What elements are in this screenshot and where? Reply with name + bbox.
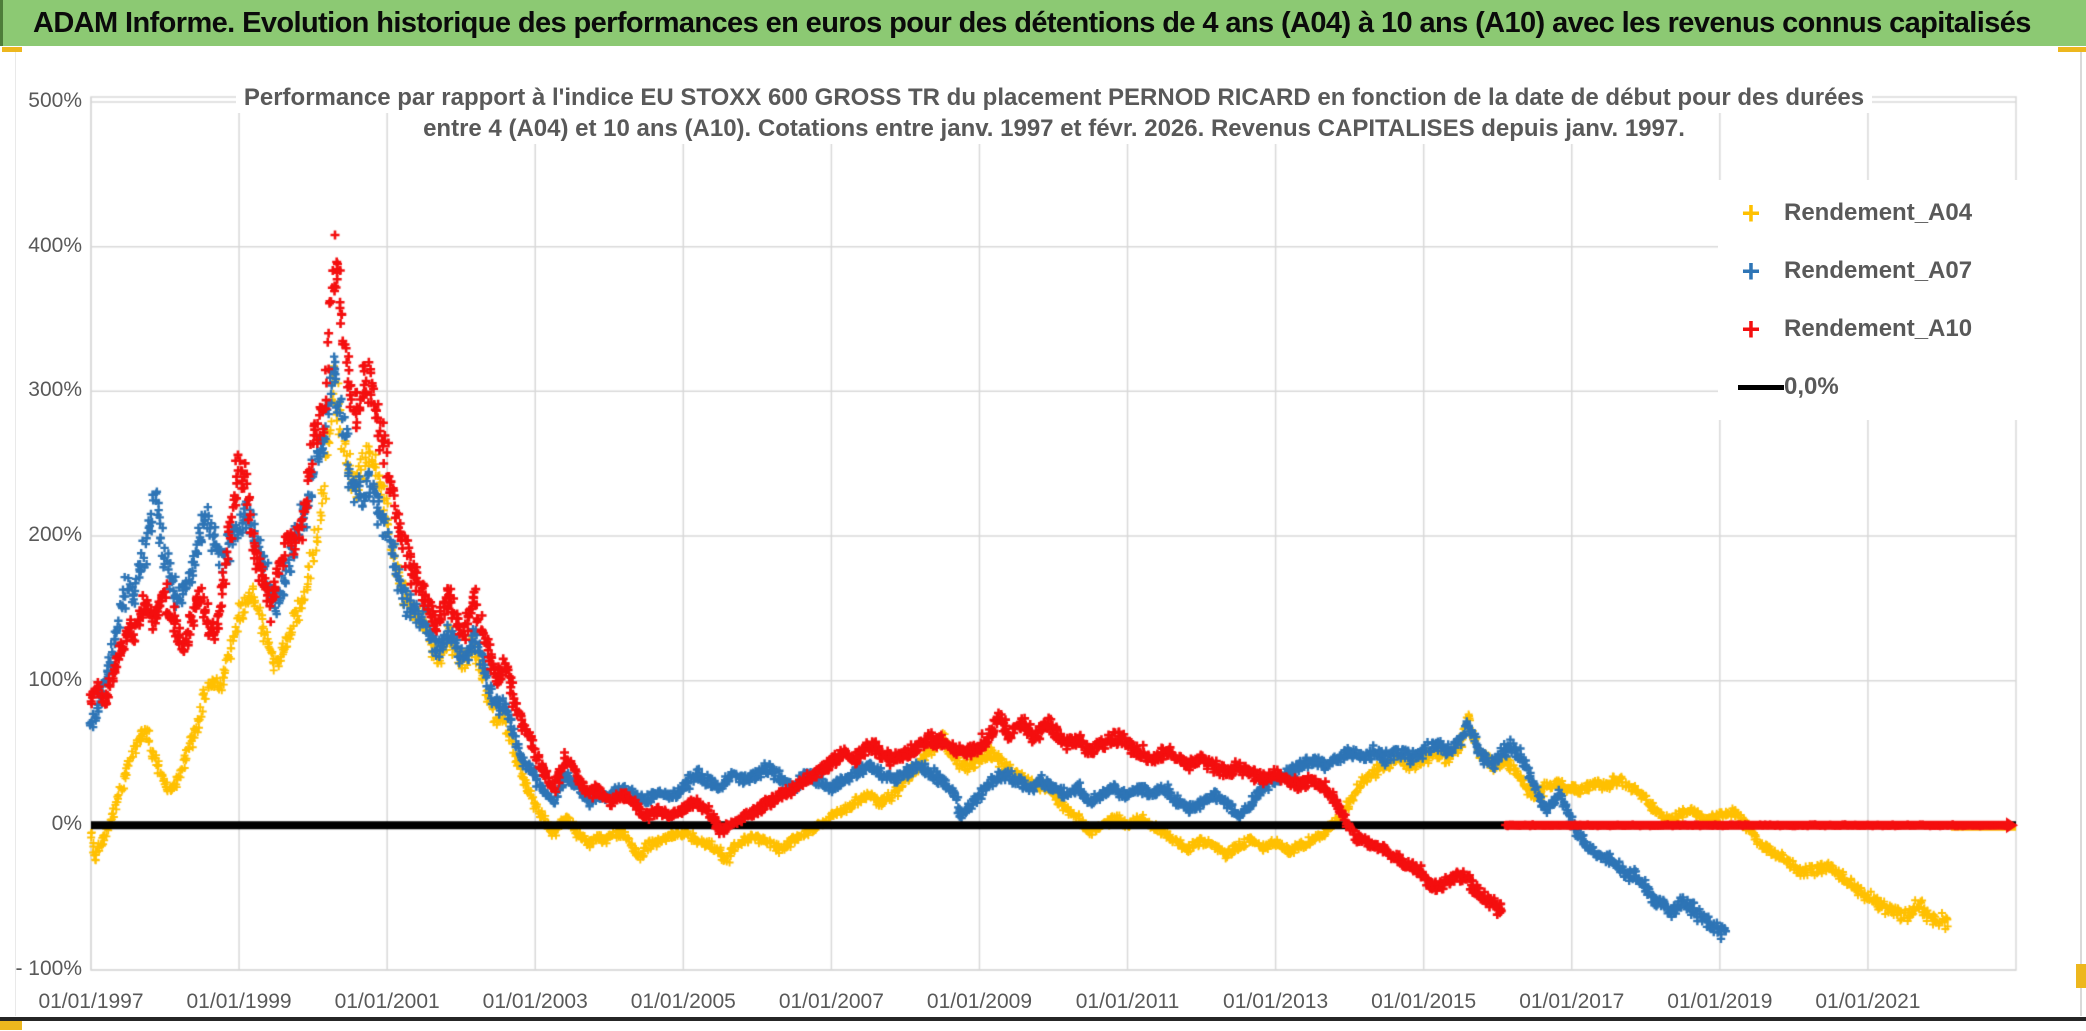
black-line-icon: [1738, 384, 1784, 390]
gold-accent-top-left: [2, 47, 22, 52]
x-axis-tick-label: 01/01/1999: [186, 990, 292, 1013]
legend-item-rendement-a04: + Rendement_A04: [1718, 184, 2018, 242]
window-border-left: [15, 52, 16, 1016]
legend-label: 0,0%: [1784, 373, 1839, 400]
x-axis-tick-label: 01/01/2001: [334, 990, 440, 1013]
legend-item-zero-line: 0,0%: [1718, 358, 2018, 416]
x-axis-tick-label: 01/01/2003: [482, 990, 588, 1013]
x-axis-tick-label: 01/01/2019: [1667, 990, 1773, 1013]
y-axis-tick-label: - 100%: [15, 957, 82, 980]
window-title-bar: ADAM Informe. Evolution historique des p…: [0, 0, 2086, 46]
legend-item-rendement-a10: + Rendement_A10: [1718, 300, 2018, 358]
x-axis-tick-label: 01/01/2021: [1815, 990, 1921, 1013]
chart-subtitle-line-1: Performance par rapport à l'indice EU ST…: [235, 82, 1873, 113]
chart-subtitle: Performance par rapport à l'indice EU ST…: [92, 82, 2016, 144]
y-axis-tick-label: 0%: [51, 812, 82, 836]
gold-accent-right-edge: [2076, 964, 2086, 988]
x-axis-tick-label: 01/01/2013: [1223, 990, 1329, 1013]
x-axis-tick-label: 01/01/2005: [630, 990, 736, 1013]
legend-label: Rendement_A10: [1784, 315, 1973, 342]
plus-marker-icon: +: [1741, 311, 1761, 347]
y-axis-tick-label: 300%: [28, 378, 82, 402]
chart-subtitle-line-2: entre 4 (A04) et 10 ans (A10). Cotations…: [415, 113, 1693, 144]
x-axis-tick-label: 01/01/2007: [778, 990, 884, 1013]
x-axis-tick-label: 01/01/2017: [1519, 990, 1625, 1013]
gold-accent-top-right: [2058, 47, 2086, 52]
x-axis-tick-label: 01/01/1997: [38, 990, 144, 1013]
window-border-right: [2080, 52, 2082, 1016]
legend-item-rendement-a07: + Rendement_A07: [1718, 242, 2018, 300]
page-title: ADAM Informe. Evolution historique des p…: [33, 6, 2031, 39]
y-axis-tick-label: 100%: [28, 667, 82, 691]
legend-label: Rendement_A07: [1784, 257, 1973, 284]
x-axis-tick-label: 01/01/2009: [926, 990, 1032, 1013]
window-border-bottom: [0, 1017, 2086, 1021]
legend-label: Rendement_A04: [1784, 199, 1973, 226]
chart-legend: + Rendement_A04 + Rendement_A07 + Rendem…: [1718, 180, 2018, 420]
gold-accent-bottom-left: [0, 1021, 22, 1030]
y-axis-tick-label: 500%: [28, 89, 82, 112]
y-axis-tick-label: 200%: [28, 523, 82, 546]
plus-marker-icon: +: [1741, 195, 1761, 231]
x-axis-tick-label: 01/01/2011: [1075, 990, 1180, 1013]
y-axis-tick-label: 400%: [28, 233, 82, 257]
x-axis-tick-label: 01/01/2015: [1371, 990, 1477, 1013]
plus-marker-icon: +: [1741, 253, 1761, 289]
